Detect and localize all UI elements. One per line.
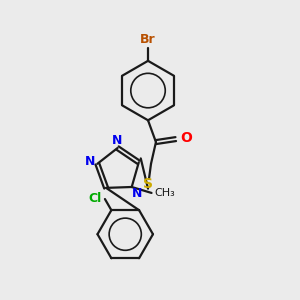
Text: Br: Br — [140, 33, 156, 46]
Text: N: N — [131, 187, 142, 200]
Text: S: S — [143, 177, 153, 191]
Text: O: O — [181, 131, 193, 145]
Text: Cl: Cl — [89, 191, 102, 205]
Text: CH₃: CH₃ — [154, 188, 175, 198]
Text: N: N — [85, 155, 95, 168]
Text: N: N — [112, 134, 122, 147]
